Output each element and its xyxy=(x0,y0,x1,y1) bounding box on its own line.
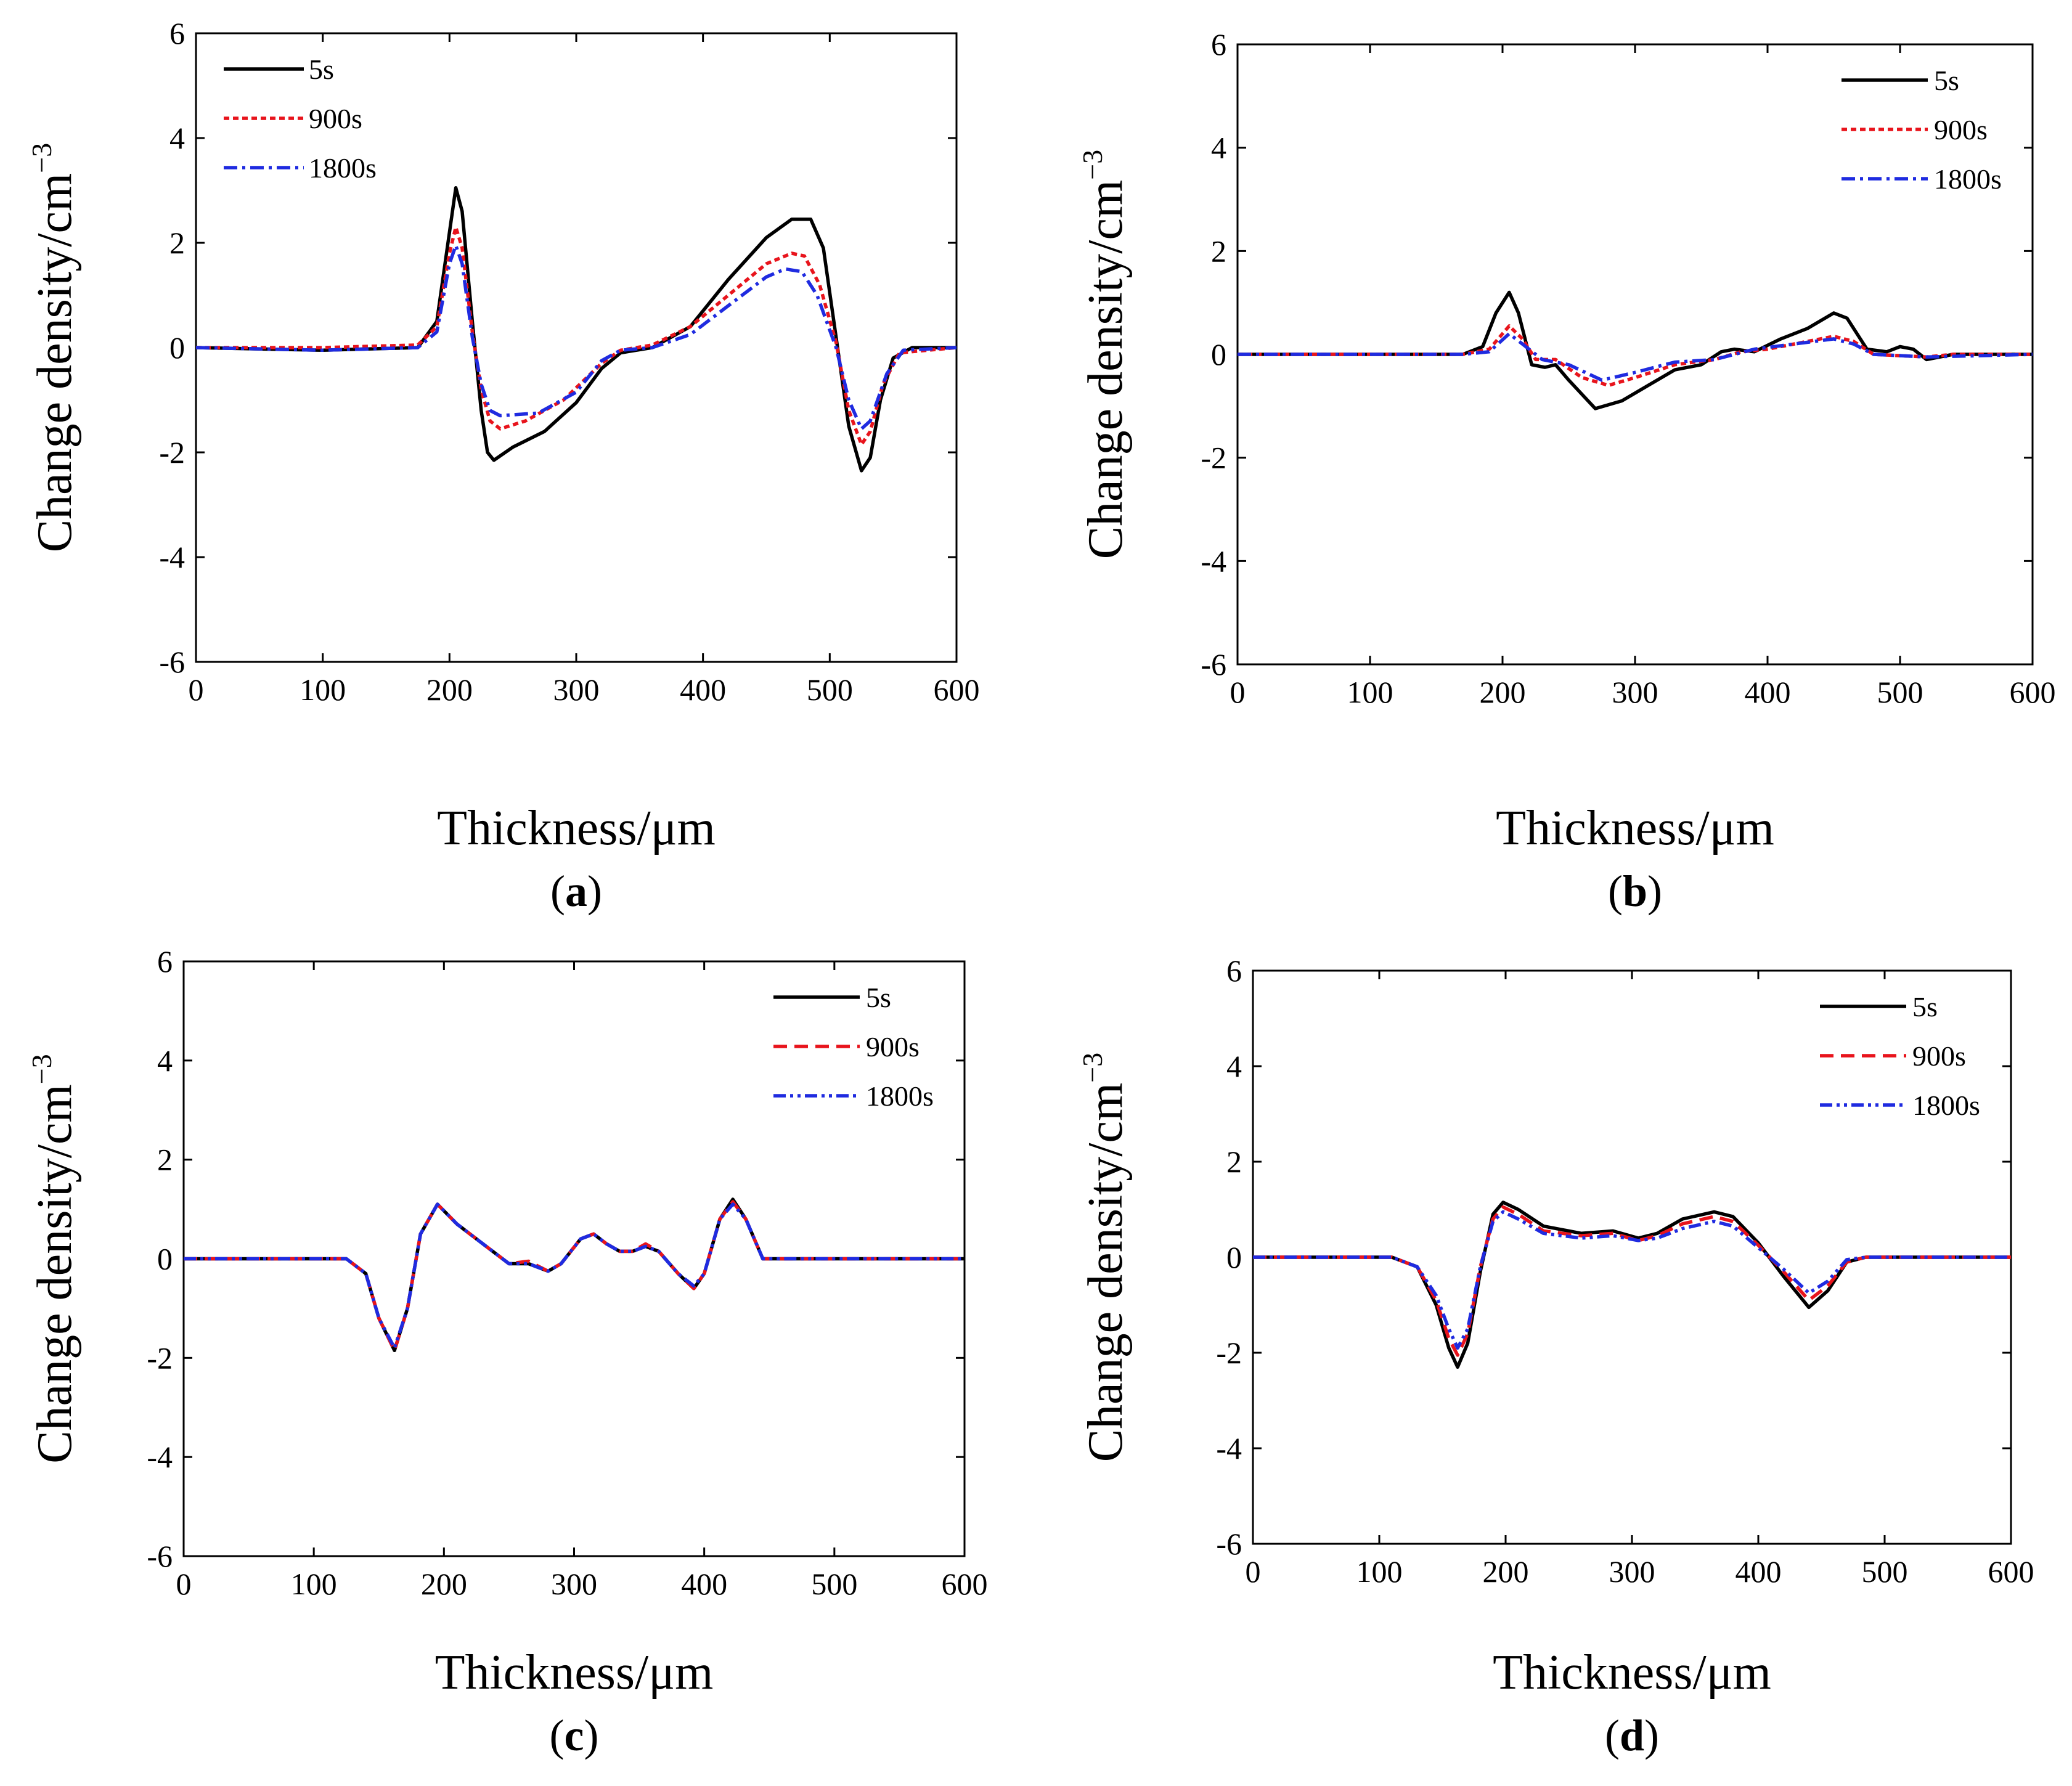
series-line-1800s xyxy=(1238,332,2033,382)
y-tick-label: -4 xyxy=(159,540,185,574)
series-line-5s xyxy=(1253,1201,2011,1369)
y-tick-label: -4 xyxy=(147,1440,173,1474)
x-tick-label: 600 xyxy=(1988,1554,2034,1589)
y-tick-label: -2 xyxy=(1216,1335,1242,1370)
series-line-900s xyxy=(1253,1205,2011,1357)
y-axis-title: Change density/cm−3 xyxy=(26,143,82,552)
series-line-900s xyxy=(184,1200,965,1353)
y-tick-label: 4 xyxy=(169,121,185,155)
legend-label-900s: 900s xyxy=(866,1031,920,1062)
x-axis-title: Thickness/μm xyxy=(1493,1645,1771,1700)
y-tick-label: -6 xyxy=(159,645,185,679)
legend-label-5s: 5s xyxy=(1912,991,1938,1022)
x-tick-label: 500 xyxy=(811,1567,857,1601)
x-tick-label: 400 xyxy=(1745,675,1791,709)
x-tick-label: 600 xyxy=(942,1567,988,1601)
y-tick-label: -2 xyxy=(147,1340,173,1375)
panel-label: (b) xyxy=(1608,866,1662,916)
y-tick-label: -6 xyxy=(1216,1527,1242,1561)
legend-label-1800s: 1800s xyxy=(1934,163,2002,195)
y-tick-label: 4 xyxy=(157,1043,173,1078)
panel-label: (a) xyxy=(550,866,602,916)
y-tick-label: 2 xyxy=(1211,234,1226,268)
panel-label: (c) xyxy=(550,1711,599,1760)
series-line-900s xyxy=(1238,324,2033,388)
x-tick-label: 500 xyxy=(1877,675,1923,709)
panel-c: 0 100 200 300 400 500 600 -6 -4 -2 0 2 4 6 5s 900s 1800s… xyxy=(26,944,988,1760)
y-tick-label: 2 xyxy=(1226,1144,1242,1179)
x-tick-label: 600 xyxy=(934,672,980,707)
y-tick-label: 0 xyxy=(157,1242,173,1276)
x-tick-label: 400 xyxy=(1736,1554,1782,1589)
series-line-900s xyxy=(196,225,956,447)
x-axis-title: Thickness/μm xyxy=(437,801,716,855)
x-tick-label: 600 xyxy=(2010,675,2056,709)
legend-label-1800s: 1800s xyxy=(1912,1090,1980,1121)
y-tick-label: 4 xyxy=(1211,131,1226,165)
legend-label-900s: 900s xyxy=(1934,114,1988,145)
x-tick-label: 200 xyxy=(1483,1554,1529,1589)
x-tick-label: 300 xyxy=(553,672,600,707)
x-tick-label: 400 xyxy=(680,672,726,707)
y-axis-title: Change density/cm−3 xyxy=(1077,150,1133,559)
y-tick-label: -2 xyxy=(159,435,185,470)
x-tick-label: 200 xyxy=(426,672,473,707)
x-tick-label: 100 xyxy=(1356,1554,1403,1589)
y-tick-label: 2 xyxy=(169,226,185,260)
x-tick-label: 200 xyxy=(421,1567,467,1601)
y-tick-label: 6 xyxy=(169,16,185,51)
y-tick-label: 6 xyxy=(157,944,173,979)
y-tick-label: -4 xyxy=(1201,544,1226,578)
x-tick-label: 0 xyxy=(176,1567,192,1601)
series-line-5s xyxy=(196,186,956,473)
x-tick-label: 200 xyxy=(1480,675,1526,709)
panel-label: (d) xyxy=(1605,1711,1659,1760)
x-tick-label: 300 xyxy=(551,1567,597,1601)
legend-label-5s: 5s xyxy=(1934,65,1959,96)
legend-label-1800s: 1800s xyxy=(309,152,377,184)
y-tick-label: 6 xyxy=(1211,27,1226,62)
y-tick-label: 2 xyxy=(157,1143,173,1177)
x-tick-label: 500 xyxy=(1862,1554,1908,1589)
x-tick-label: 300 xyxy=(1609,1554,1655,1589)
panel-a: 0 100 200 300 400 500 600 -6 -4 -2 0 2 4 6 5s 900s 1800s… xyxy=(26,16,980,916)
x-tick-label: 400 xyxy=(681,1567,727,1601)
x-axis-title: Thickness/μm xyxy=(435,1645,714,1700)
y-tick-label: 4 xyxy=(1226,1049,1242,1083)
x-tick-label: 0 xyxy=(1246,1554,1261,1589)
series-line-1800s xyxy=(184,1202,965,1350)
x-tick-label: 300 xyxy=(1612,675,1658,709)
y-tick-label: 6 xyxy=(1226,953,1242,988)
y-tick-label: -6 xyxy=(147,1539,173,1573)
legend-label-5s: 5s xyxy=(866,982,891,1013)
panel-b: 0 100 200 300 400 500 600 -6 -4 -2 0 2 4 6 5s 900s 1800s… xyxy=(1077,27,2056,916)
y-tick-label: 0 xyxy=(169,330,185,365)
x-tick-label: 500 xyxy=(807,672,853,707)
series-line-1800s xyxy=(196,243,956,431)
x-axis-title: Thickness/μm xyxy=(1496,801,1774,855)
series-line-1800s xyxy=(1253,1210,2011,1350)
x-tick-label: 100 xyxy=(1347,675,1393,709)
y-tick-label: -6 xyxy=(1201,647,1226,682)
y-tick-label: -2 xyxy=(1201,441,1226,475)
y-tick-label: 0 xyxy=(1226,1240,1242,1274)
legend-label-900s: 900s xyxy=(1912,1040,1966,1072)
x-tick-label: 0 xyxy=(1230,675,1246,709)
x-tick-label: 0 xyxy=(189,672,204,707)
y-axis-title: Change density/cm−3 xyxy=(1077,1053,1133,1462)
panel-d: 0 100 200 300 400 500 600 -6 -4 -2 0 2 4 6 5s 900s 1800s… xyxy=(1077,953,2034,1760)
legend-label-1800s: 1800s xyxy=(866,1080,934,1112)
series-line-5s xyxy=(184,1197,965,1353)
y-tick-label: 0 xyxy=(1211,337,1226,372)
series-line-5s xyxy=(1238,290,2033,410)
y-tick-label: -4 xyxy=(1216,1431,1242,1466)
legend-label-5s: 5s xyxy=(309,54,334,85)
x-tick-label: 100 xyxy=(291,1567,337,1601)
legend-label-900s: 900s xyxy=(309,103,362,134)
x-tick-label: 100 xyxy=(300,672,346,707)
y-axis-title: Change density/cm−3 xyxy=(26,1054,82,1463)
